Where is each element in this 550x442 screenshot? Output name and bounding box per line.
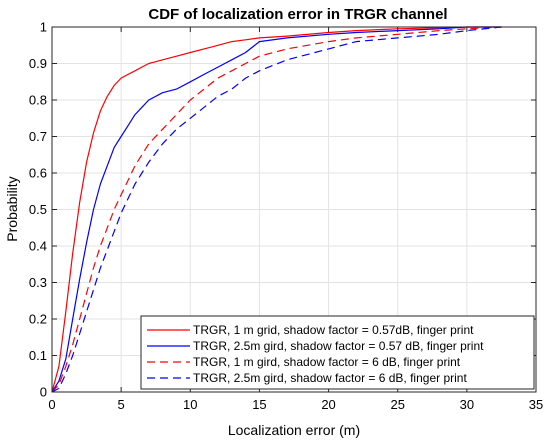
y-tick-label: 0.2 <box>29 312 47 327</box>
series-lines <box>51 26 502 393</box>
y-tick-label: 0.5 <box>29 202 47 217</box>
y-tick-label: 0.8 <box>29 93 47 108</box>
x-tick-label: 30 <box>460 397 474 412</box>
y-tick-label: 0.4 <box>29 239 47 254</box>
y-tick-label: 0.9 <box>29 56 47 71</box>
y-tick-label: 0.7 <box>29 129 47 144</box>
x-tick-label: 25 <box>390 397 404 412</box>
series-line-1 <box>51 26 502 393</box>
x-tick-label: 35 <box>529 397 543 412</box>
series-line-4 <box>51 26 502 393</box>
chart-title: CDF of localization error in TRGR channe… <box>148 6 447 23</box>
legend-label-1: TRGR, 1 m grid, shadow factor = 0.57dB, … <box>193 323 474 337</box>
y-tick-label: 0 <box>40 385 47 400</box>
legend: TRGR, 1 m grid, shadow factor = 0.57dB, … <box>140 315 535 390</box>
legend-label-4: TRGR, 2.5m gird, shadow factor = 6 dB, f… <box>193 371 467 385</box>
grid <box>52 27 536 392</box>
x-tick-label: 10 <box>183 397 197 412</box>
x-tick-label: 15 <box>252 397 266 412</box>
series-line-2 <box>51 26 502 393</box>
y-tick-label: 0.6 <box>29 166 47 181</box>
y-tick-label: 0.3 <box>29 275 47 290</box>
x-tick-label: 20 <box>321 397 335 412</box>
y-axis-label: Probability <box>4 176 20 241</box>
axis-ticks: 0 5 10 15 20 25 30 35 0 0.1 0.2 0.3 0.4 0.5 0.6 0.7 0.8 0… <box>29 20 543 413</box>
y-tick-label: 0.1 <box>29 348 47 363</box>
legend-box <box>140 315 535 390</box>
x-axis-label: Localization error (m) <box>228 422 360 438</box>
legend-label-3: TRGR, 1 m gird, shadow factor = 6 dB, fi… <box>193 355 461 369</box>
legend-label-2: TRGR, 2.5m gird, shadow factor = 0.57 dB… <box>193 339 484 353</box>
series-line-3 <box>51 26 502 393</box>
y-tick-label: 1 <box>40 20 47 35</box>
x-tick-label: 5 <box>118 397 125 412</box>
x-tick-label: 0 <box>48 397 55 412</box>
legend-entries: TRGR, 1 m grid, shadow factor = 0.57dB, … <box>147 323 484 385</box>
